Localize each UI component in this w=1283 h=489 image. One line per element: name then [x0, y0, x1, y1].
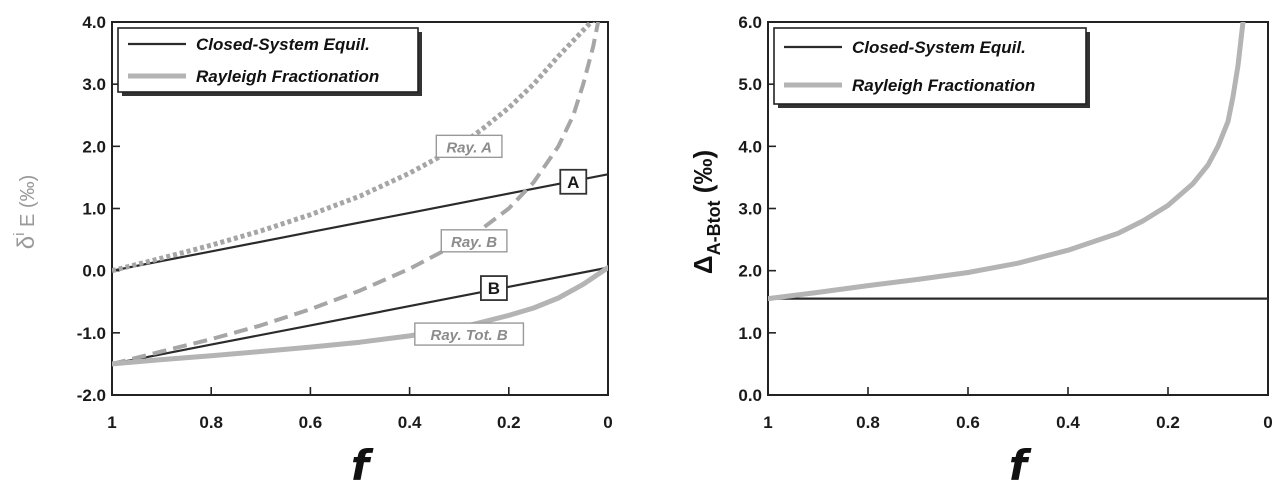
x-tick-label: 0.2	[497, 413, 521, 432]
y-tick-label: 3.0	[82, 75, 106, 94]
legend-label-closed-system: Closed-System Equil.	[196, 35, 370, 54]
annotation-label-a: A	[567, 173, 579, 192]
annotation-label-b: B	[488, 279, 500, 298]
annotation-box-b	[480, 275, 508, 301]
chart-left: -2.0 -1.0 0.0 1.0 2.0 3.0 4.0 1 0.8 0.6 0.4 0.2 0 f δi…	[11, 13, 613, 489]
y-tick-label: -2.0	[77, 386, 106, 405]
y-axis-label-main: δ	[13, 236, 40, 249]
x-tick-label: 0.8	[856, 413, 880, 432]
series-line-rayleigh-fractionation	[768, 22, 1246, 302]
annotation-label-ray-tot-b: Ray. Tot. B	[431, 327, 508, 344]
x-axis-label: f	[351, 441, 374, 489]
series-line-ray-a	[112, 22, 596, 274]
annotation-box-ray-tot-b	[414, 322, 525, 346]
legend-label-closed-system: Closed-System Equil.	[852, 38, 1026, 57]
annotation-box-ray-b	[440, 229, 508, 253]
x-tick-label: 0.8	[199, 413, 223, 432]
y-tick-label: 6.0	[738, 13, 762, 32]
y-tick-label: 0.0	[738, 386, 762, 405]
chart-right: 0.0 1.0 2.0 3.0 4.0 5.0 6.0 1 0.8 0.6 0.4 0.2 0 f ΔA-B…	[688, 13, 1273, 489]
y-tick-label: 4.0	[738, 137, 762, 156]
annotation-box-ray-a	[435, 134, 503, 159]
y-axis-label: δi E (‰)	[11, 175, 40, 249]
y-tick-label: 2.0	[82, 137, 106, 156]
x-tick-label: 0	[603, 413, 612, 432]
y-axis-label-rest: E (‰)	[17, 175, 39, 233]
y-tick-label: 4.0	[82, 13, 106, 32]
y-axis-label-main: Δ	[688, 255, 718, 274]
y-tick-label: 1.0	[738, 324, 762, 343]
legend-label-rayleigh: Rayleigh Fractionation	[196, 67, 379, 86]
x-tick-label: 0	[1263, 413, 1272, 432]
legend-box	[117, 27, 419, 93]
y-tick-label: 0.0	[82, 262, 106, 281]
y-axis-label-sub: A-Btot	[704, 200, 724, 255]
series-line-a	[112, 173, 608, 272]
y-tick-label: 3.0	[738, 200, 762, 219]
series-line-ray-tot-b	[112, 265, 608, 367]
x-tick-label: 0.2	[1156, 413, 1180, 432]
x-axis-label: f	[1009, 441, 1032, 489]
series-line-b	[112, 266, 608, 365]
y-tick-label: 2.0	[738, 262, 762, 281]
y-tick-label: 1.0	[82, 200, 106, 219]
annotation-label-ray-a: Ray. A	[446, 139, 492, 156]
x-tick-label: 1	[763, 413, 772, 432]
y-axis-label-rest: (‰)	[688, 150, 718, 201]
x-tick-label: 0.6	[299, 413, 323, 432]
x-tick-label: 1	[107, 413, 116, 432]
x-tick-label: 0.4	[398, 413, 422, 432]
y-tick-label: 5.0	[738, 75, 762, 94]
legend-label-rayleigh: Rayleigh Fractionation	[852, 76, 1035, 95]
annotation-box-a	[559, 168, 588, 195]
legend-box	[773, 27, 1087, 105]
y-axis-label: ΔA-Btot (‰)	[688, 150, 724, 274]
x-tick-label: 0.4	[1056, 413, 1080, 432]
y-axis-label-sup: i	[11, 233, 28, 236]
x-tick-label: 0.6	[956, 413, 980, 432]
annotation-label-ray-b: Ray. B	[451, 234, 497, 251]
y-tick-label: -1.0	[77, 324, 106, 343]
